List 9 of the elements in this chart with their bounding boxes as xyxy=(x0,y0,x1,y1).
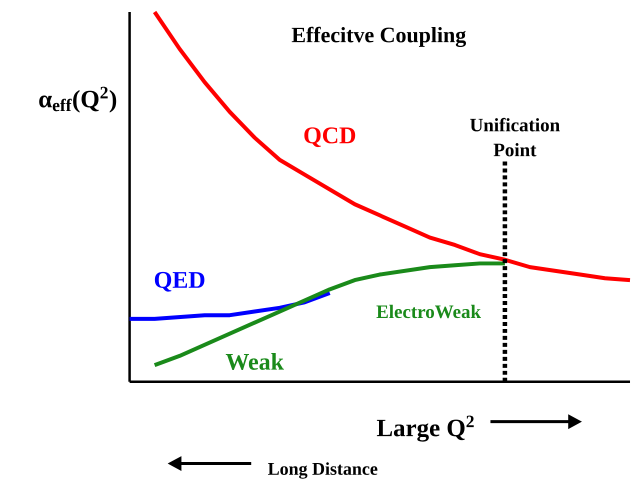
annotation: ElectroWeak xyxy=(376,304,482,318)
series-label: Weak xyxy=(226,352,284,370)
series-label: QED xyxy=(154,272,204,292)
x-axis-title: Large Q$^{2}$ xyxy=(376,415,474,442)
annotation: Unification Point xyxy=(470,118,560,156)
y-axis-title: α$_{eff}$(Q$^{2}$) xyxy=(39,86,116,112)
text: Effecitve Coupling xyxy=(292,26,466,47)
series-label: QCD xyxy=(304,127,356,147)
text: Long Distance xyxy=(268,462,378,478)
